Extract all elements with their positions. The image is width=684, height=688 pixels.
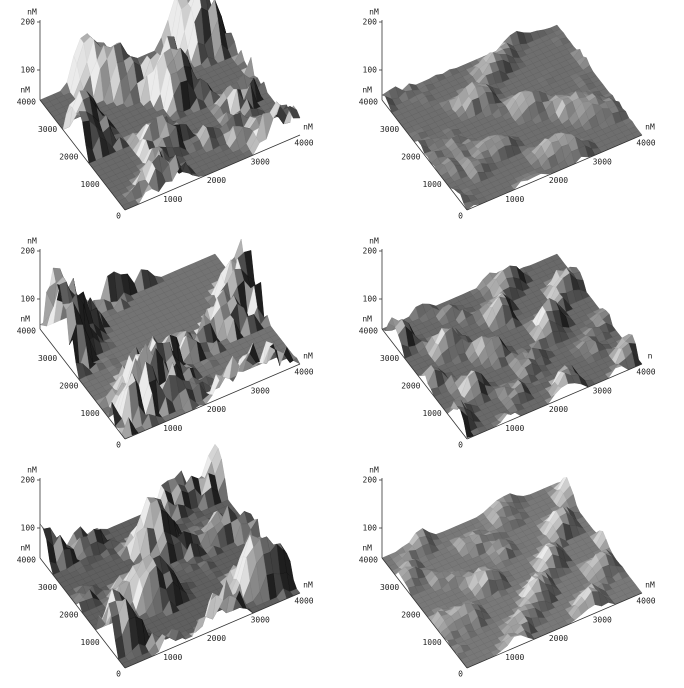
x-unit: nM	[645, 123, 655, 132]
afm-panel: nM200100nM400030002000100001000200030004…	[17, 0, 314, 221]
origin-label: 0	[116, 212, 121, 221]
origin-label: 0	[458, 212, 463, 221]
y-unit: nM	[20, 544, 30, 553]
y-tick-label: 2000	[401, 611, 420, 620]
x-tick-label: 1000	[505, 424, 524, 433]
y-tick-label: 2000	[59, 153, 78, 162]
y-tick-label: 1000	[422, 638, 441, 647]
y-tick-label: 2000	[59, 382, 78, 391]
origin-label: 0	[116, 670, 121, 679]
x-tick-label: 2000	[207, 176, 226, 185]
x-tick-label: 4000	[294, 597, 313, 606]
origin-label: 0	[458, 670, 463, 679]
surface	[382, 25, 642, 210]
z-unit: nM	[27, 237, 37, 246]
x-tick-label: 3000	[251, 386, 270, 395]
x-tick-label: 3000	[593, 386, 612, 395]
x-tick-label: 1000	[163, 653, 182, 662]
x-tick-label: 1000	[505, 195, 524, 204]
afm-panel: nM200100nM400030002000100001000200030004…	[17, 444, 314, 678]
y-tick-label: 4000	[17, 556, 36, 565]
afm-panel: nM200100nM400030002000100001000200030004…	[359, 8, 656, 221]
y-tick-label: 3000	[38, 354, 57, 363]
z-unit: nM	[27, 8, 37, 17]
z-tick-label: 100	[21, 524, 36, 533]
y-tick-label: 4000	[359, 327, 378, 336]
x-tick-label: 2000	[549, 634, 568, 643]
z-unit: nM	[27, 466, 37, 475]
z-unit: nM	[369, 466, 379, 475]
y-tick-label: 3000	[380, 125, 399, 134]
y-unit: nM	[362, 315, 372, 324]
surface	[382, 254, 642, 438]
y-tick-label: 2000	[59, 611, 78, 620]
y-tick-label: 2000	[401, 382, 420, 391]
y-tick-label: 2000	[401, 153, 420, 162]
y-tick-label: 1000	[80, 409, 99, 418]
z-tick-label: 200	[363, 247, 378, 256]
z-tick-label: 200	[21, 476, 36, 485]
y-unit: nM	[20, 315, 30, 324]
y-tick-label: 4000	[17, 327, 36, 336]
x-unit: nM	[645, 581, 655, 590]
afm-panel: nM200100nM400030002000100001000200030004…	[359, 237, 656, 450]
x-tick-label: 2000	[207, 634, 226, 643]
y-tick-label: 4000	[359, 556, 378, 565]
x-tick-label: 2000	[207, 405, 226, 414]
y-unit: nM	[20, 86, 30, 95]
surface	[40, 0, 300, 210]
surface	[40, 239, 300, 439]
surface	[40, 444, 300, 668]
z-tick-label: 100	[21, 295, 36, 304]
x-unit: n	[648, 352, 653, 361]
y-tick-label: 1000	[80, 638, 99, 647]
z-unit: nM	[369, 8, 379, 17]
x-tick-label: 3000	[251, 157, 270, 166]
z-tick-label: 100	[363, 295, 378, 304]
y-tick-label: 3000	[38, 125, 57, 134]
x-tick-label: 1000	[163, 424, 182, 433]
surface	[382, 477, 642, 668]
y-tick-label: 4000	[359, 98, 378, 107]
y-tick-label: 3000	[380, 583, 399, 592]
y-tick-label: 1000	[422, 180, 441, 189]
z-tick-label: 100	[363, 524, 378, 533]
z-tick-label: 200	[21, 18, 36, 27]
x-tick-label: 4000	[294, 139, 313, 148]
figure: nM200100nM400030002000100001000200030004…	[0, 0, 684, 688]
x-unit: nM	[303, 123, 313, 132]
x-unit: nM	[303, 581, 313, 590]
y-tick-label: 4000	[17, 98, 36, 107]
y-tick-label: 3000	[380, 354, 399, 363]
x-tick-label: 4000	[636, 139, 655, 148]
origin-label: 0	[116, 441, 121, 450]
y-tick-label: 1000	[422, 409, 441, 418]
x-tick-label: 1000	[505, 653, 524, 662]
y-tick-label: 3000	[38, 583, 57, 592]
z-tick-label: 200	[21, 247, 36, 256]
origin-label: 0	[458, 441, 463, 450]
afm-panel: nM200100nM400030002000100001000200030004…	[359, 466, 656, 679]
x-tick-label: 4000	[294, 368, 313, 377]
x-tick-label: 3000	[251, 615, 270, 624]
y-tick-label: 1000	[80, 180, 99, 189]
y-unit: nM	[362, 544, 372, 553]
x-tick-label: 4000	[636, 597, 655, 606]
x-tick-label: 3000	[593, 615, 612, 624]
z-tick-label: 100	[21, 66, 36, 75]
y-unit: nM	[362, 86, 372, 95]
z-unit: nM	[369, 237, 379, 246]
x-tick-label: 1000	[163, 195, 182, 204]
z-tick-label: 200	[363, 476, 378, 485]
afm-panel: nM200100nM400030002000100001000200030004…	[17, 237, 314, 450]
x-tick-label: 2000	[549, 405, 568, 414]
z-tick-label: 100	[363, 66, 378, 75]
z-tick-label: 200	[363, 18, 378, 27]
x-unit: nM	[303, 352, 313, 361]
x-tick-label: 4000	[636, 368, 655, 377]
x-tick-label: 2000	[549, 176, 568, 185]
x-tick-label: 3000	[593, 157, 612, 166]
